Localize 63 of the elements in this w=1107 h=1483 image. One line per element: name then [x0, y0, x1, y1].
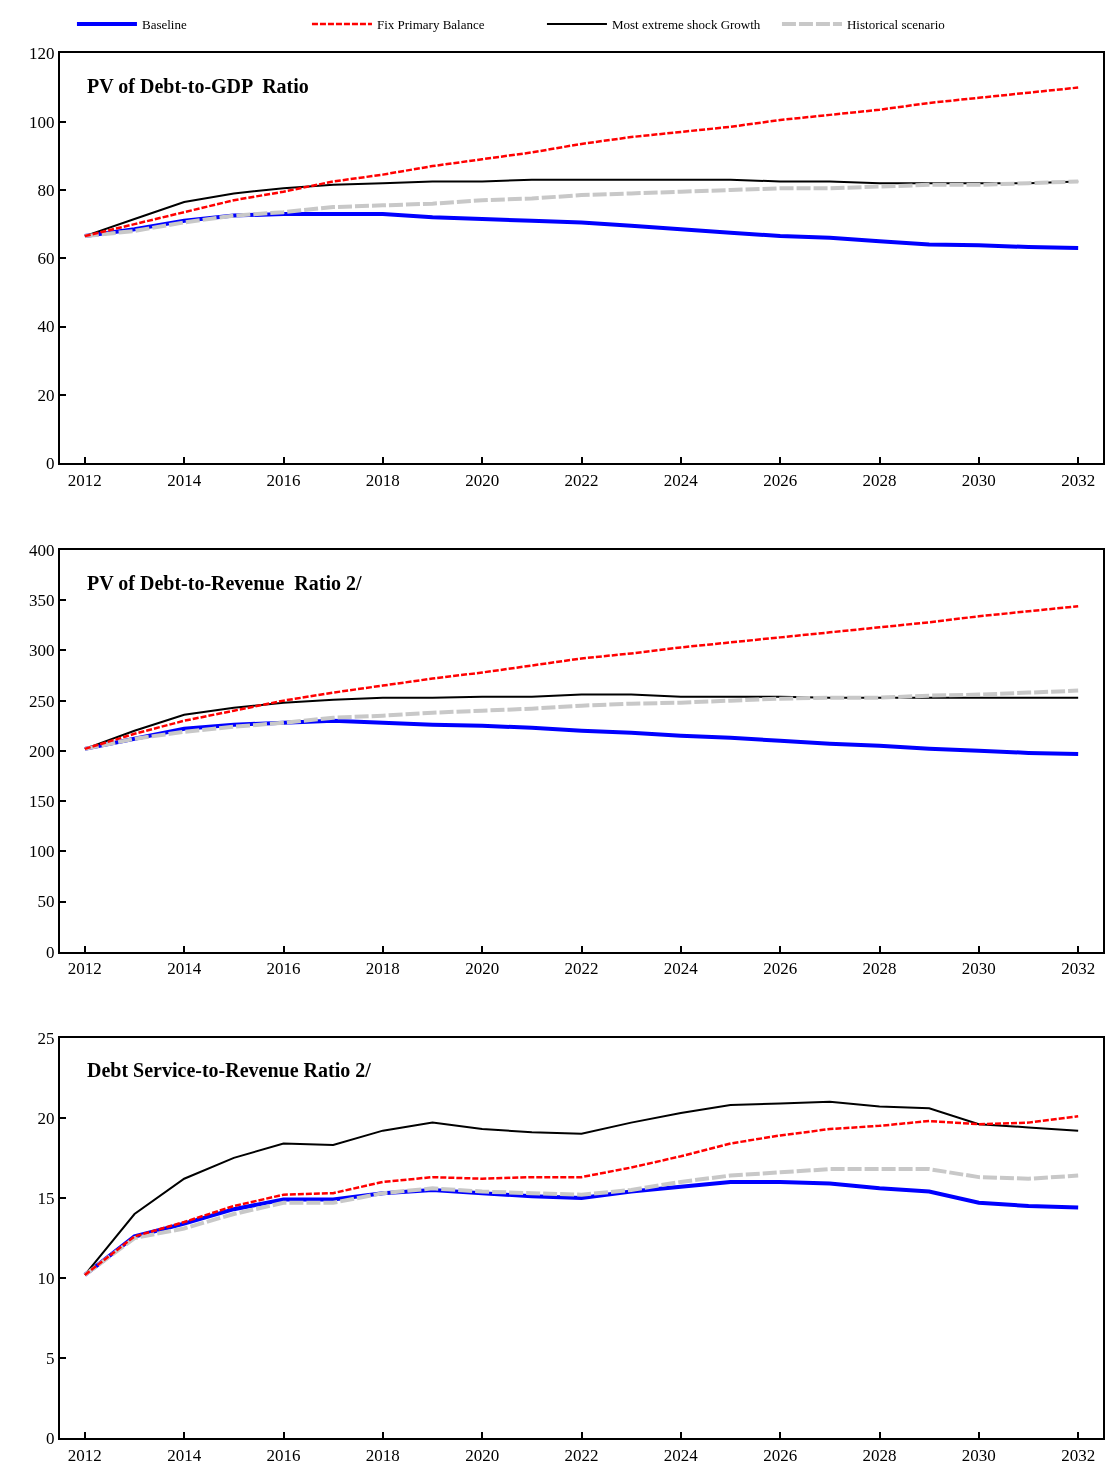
- x-tick-label: 2032: [1061, 470, 1096, 490]
- y-tick-label: 5: [46, 1349, 55, 1369]
- y-tick-label: 15: [37, 1188, 55, 1208]
- x-tick-label: 2020: [465, 1445, 500, 1465]
- x-tick-label: 2018: [365, 470, 400, 490]
- x-tick-label: 2026: [763, 959, 798, 979]
- text: PV of Debt-to-GDP Ratio: [87, 75, 309, 97]
- x-tick-label: 2030: [961, 1445, 996, 1465]
- y-tick-label: 50: [37, 892, 55, 912]
- x-tick-label: 2030: [961, 470, 996, 490]
- y-tick-label: 40: [37, 317, 55, 337]
- x-tick-label: 2028: [862, 1445, 897, 1465]
- x-tick-label: 2014: [167, 959, 202, 979]
- x-tick-label: 2024: [663, 959, 699, 979]
- x-tick-label: 2026: [763, 1445, 798, 1465]
- x-tick-label: 2028: [862, 959, 897, 979]
- x-tick-label: 2024: [663, 470, 699, 490]
- y-tick-label: 0: [46, 454, 55, 474]
- x-tick-label: 2032: [1061, 959, 1096, 979]
- legend-label: Baseline: [141, 17, 187, 33]
- text: Debt Service-to-Revenue Ratio 2/: [87, 1059, 372, 1081]
- x-tick-label: 2018: [365, 959, 400, 979]
- x-tick-label: 2026: [763, 470, 798, 490]
- y-tick-label: 60: [37, 249, 55, 269]
- y-tick-label: 20: [37, 1108, 55, 1128]
- x-tick-label: 2024: [663, 1445, 699, 1465]
- text: PV of Debt-to-Revenue Ratio 2/: [87, 572, 363, 594]
- y-tick-label: 200: [29, 741, 55, 761]
- x-tick-label: 2018: [365, 1445, 400, 1465]
- x-tick-label: 2012: [67, 470, 102, 490]
- legend-label: Fix Primary Balance: [376, 17, 485, 33]
- y-tick-label: 10: [37, 1269, 55, 1289]
- y-tick-label: 0: [46, 942, 55, 962]
- x-tick-label: 2016: [266, 470, 301, 490]
- x-tick-label: 2012: [67, 1445, 102, 1465]
- y-tick-label: 250: [29, 691, 55, 711]
- x-tick-label: 2020: [465, 959, 500, 979]
- x-tick-label: 2016: [266, 1445, 301, 1465]
- y-tick-label: 400: [29, 540, 55, 560]
- y-tick-label: 150: [29, 792, 55, 812]
- x-tick-label: 2022: [564, 1445, 599, 1465]
- x-tick-label: 2022: [564, 959, 599, 979]
- x-tick-label: 2028: [862, 470, 897, 490]
- y-tick-label: 0: [46, 1429, 55, 1449]
- y-tick-label: 80: [37, 180, 55, 200]
- y-tick-label: 100: [29, 842, 55, 862]
- legend-label: Most extreme shock Growth: [611, 17, 761, 33]
- y-tick-label: 25: [37, 1028, 55, 1048]
- x-tick-label: 2016: [266, 959, 301, 979]
- legend-label: Historical scenario: [846, 17, 945, 33]
- y-tick-label: 20: [37, 385, 55, 405]
- y-tick-label: 120: [29, 44, 55, 64]
- x-tick-label: 2030: [961, 959, 996, 979]
- y-tick-label: 100: [29, 112, 55, 132]
- line-series: [83, 604, 1080, 751]
- x-tick-label: 2014: [167, 1445, 202, 1465]
- x-tick-label: 2014: [167, 470, 202, 490]
- y-tick-label: 350: [29, 591, 55, 611]
- x-tick-label: 2022: [564, 470, 599, 490]
- x-tick-label: 2020: [465, 470, 500, 490]
- y-tick-label: 300: [29, 641, 55, 661]
- x-tick-label: 2032: [1061, 1445, 1096, 1465]
- x-tick-label: 2012: [67, 959, 102, 979]
